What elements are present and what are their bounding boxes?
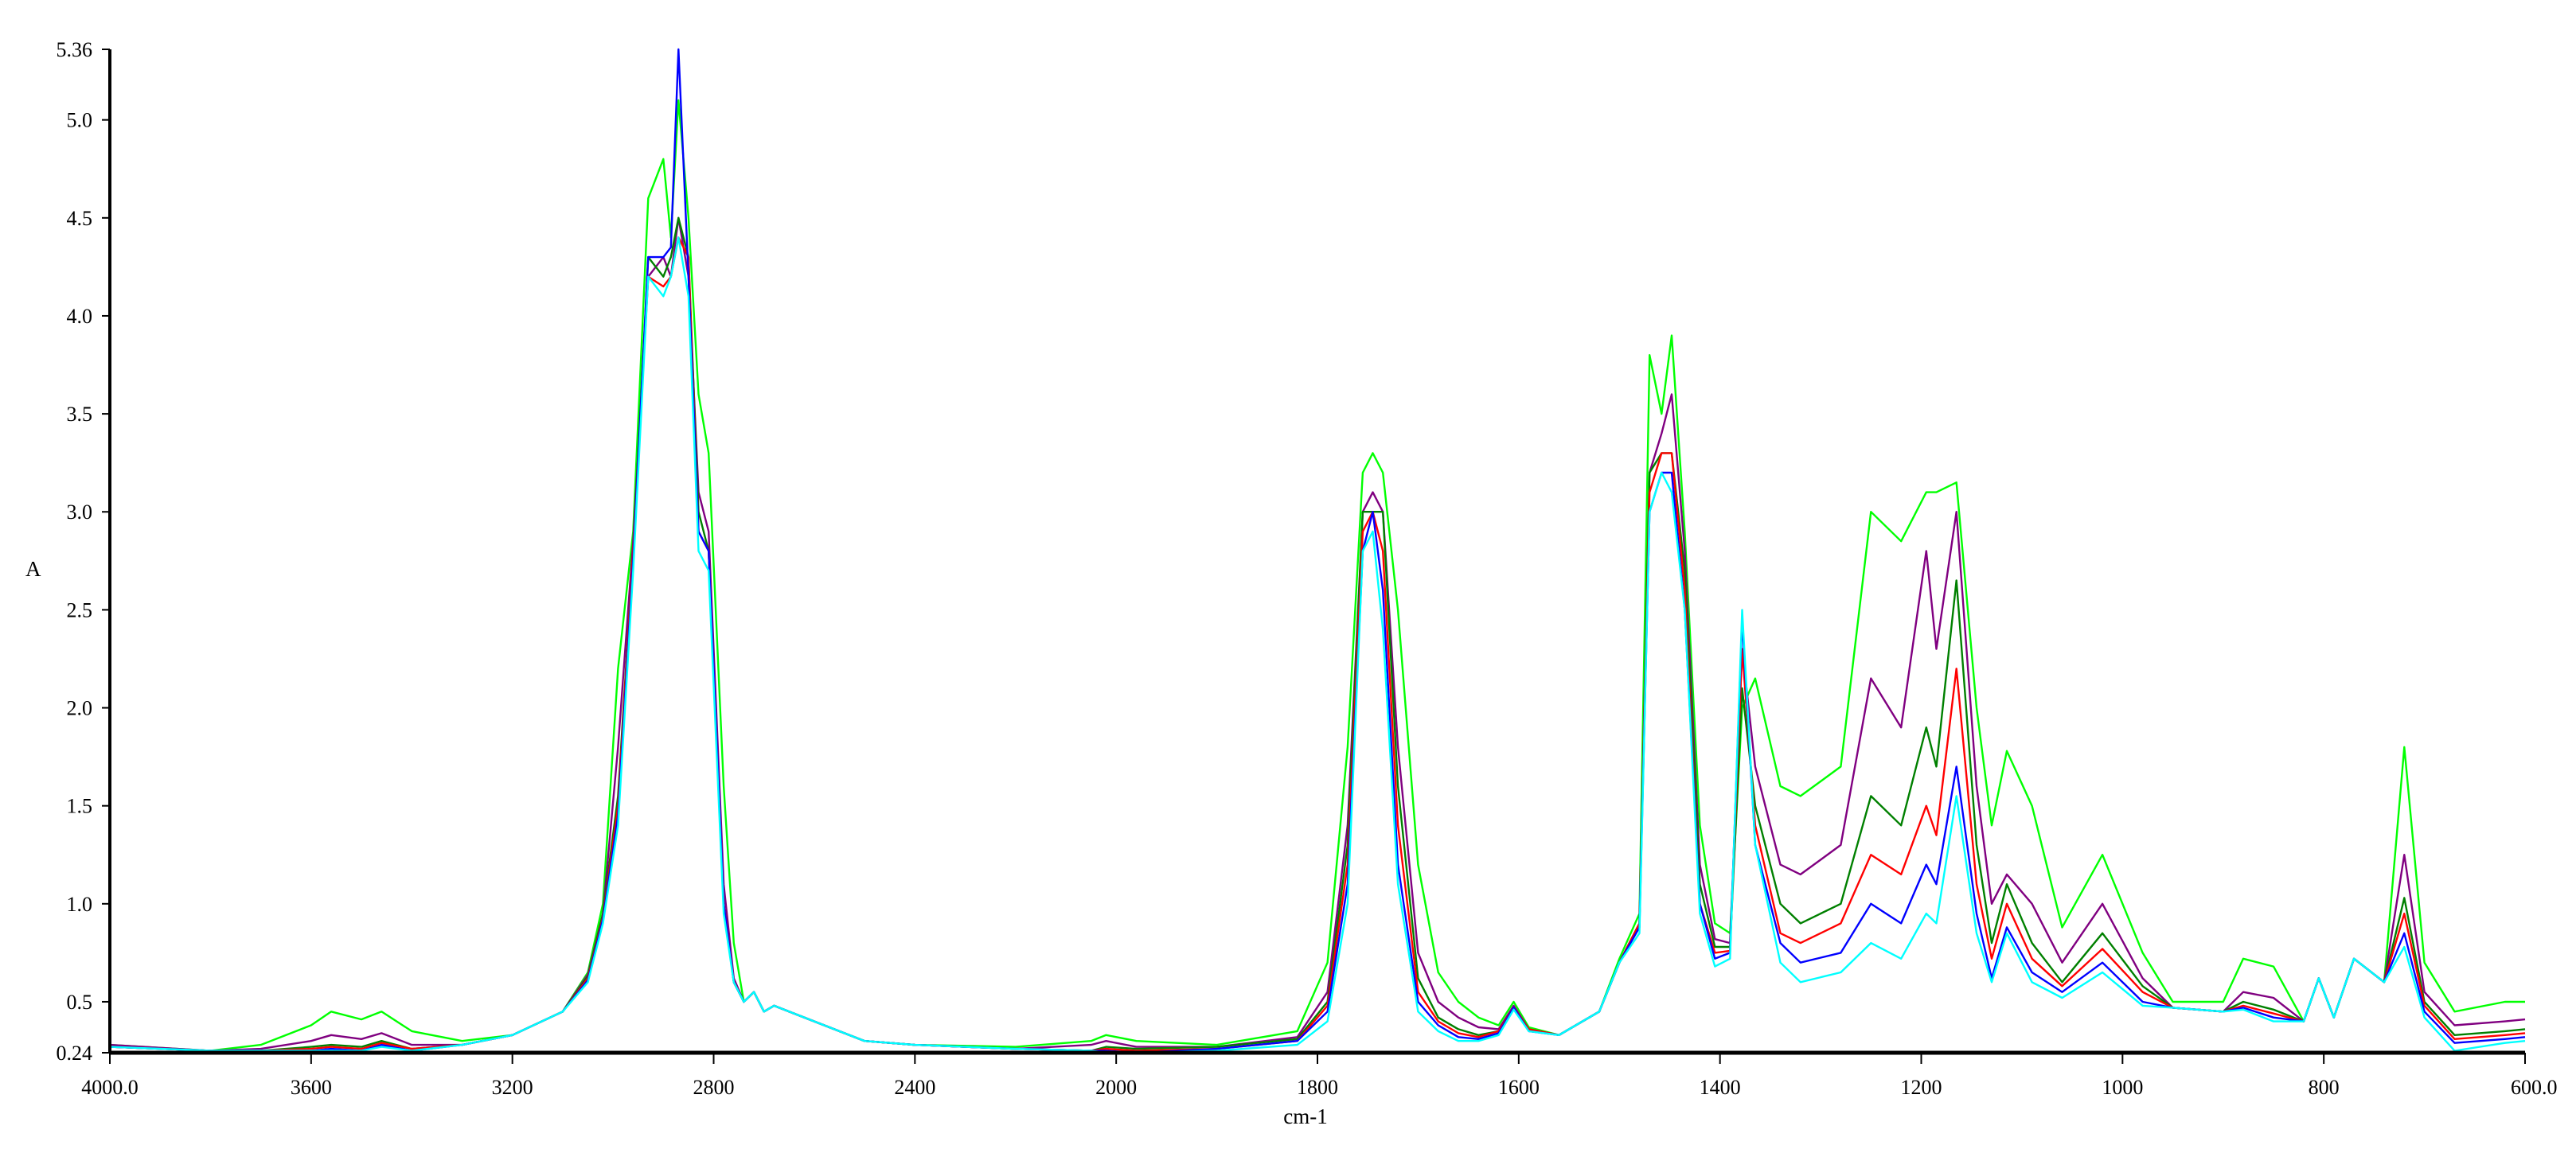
y-axis-label: A [25,557,41,581]
y-tick-label: 3.5 [67,403,93,426]
spectrum-series-3 [109,216,2526,1052]
y-tick-label: 1.0 [67,893,93,916]
x-tick-label: 2000 [1095,1076,1137,1099]
y-tick-label: 5.0 [67,109,93,132]
y-tick-label: 3.0 [67,501,93,524]
x-tick-label: 1400 [1700,1076,1741,1099]
x-tick-label: 1600 [1498,1076,1540,1099]
x-tick-label: 2800 [693,1076,735,1099]
y-tick-label: 1.5 [67,795,93,818]
axes: 0.24 0.5 1.0 1.5 2.0 2.5 3.0 3.5 4.0 4.5 5.0 5.36 40… [57,38,2558,1099]
y-tick-label: 4.5 [67,207,93,230]
y-tick-label: 2.0 [67,697,93,720]
x-tick-label: 1800 [1297,1076,1338,1099]
x-axis-label: cm-1 [1283,1104,1327,1128]
y-tick-label: 5.36 [57,38,93,61]
x-tick-label: 600.0 [2511,1076,2558,1099]
x-tick-label: 800 [2309,1076,2340,1099]
series-layer [109,48,2526,1054]
spectrum-series-2 [109,216,2526,1052]
y-tick-label: 0.5 [67,991,93,1014]
y-tick-label: 0.24 [57,1042,93,1065]
y-tick-label: 4.0 [67,305,93,328]
x-tick-label: 3200 [492,1076,533,1099]
x-tick-label: 2400 [894,1076,935,1099]
x-tick-label: 1000 [2102,1076,2143,1099]
spectrum-series-6 [109,236,2526,1054]
spectrum-series-5 [109,48,2526,1054]
y-tick-label: 2.5 [67,598,93,621]
x-tick-label: 3600 [291,1076,332,1099]
x-tick-label: 4000.0 [81,1076,139,1099]
x-tick-label: 1200 [1901,1076,1942,1099]
spectrum-series-1 [109,99,2525,1052]
spectrum-series-4 [109,236,2526,1052]
